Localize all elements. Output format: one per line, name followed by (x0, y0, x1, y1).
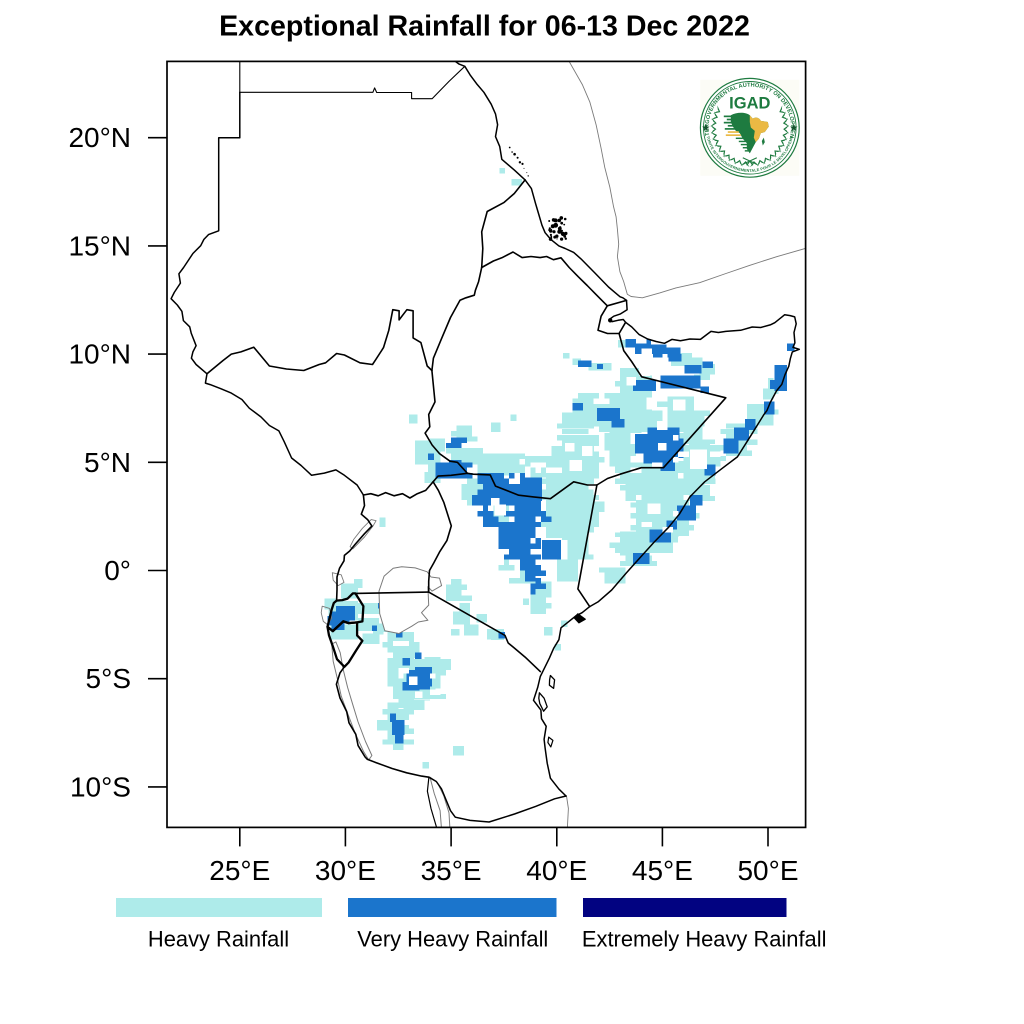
svg-text:5°S: 5°S (86, 663, 131, 694)
svg-text:20°N: 20°N (68, 122, 131, 153)
svg-text:45°E: 45°E (632, 855, 693, 886)
svg-text:10°S: 10°S (70, 771, 131, 802)
svg-text:Very Heavy Rainfall: Very Heavy Rainfall (357, 927, 548, 952)
svg-text:15°N: 15°N (68, 230, 131, 261)
svg-text:40°E: 40°E (526, 855, 587, 886)
svg-text:5°N: 5°N (84, 447, 131, 478)
svg-text:35°E: 35°E (421, 855, 482, 886)
svg-text:IGAD: IGAD (729, 94, 770, 112)
svg-text:30°E: 30°E (315, 855, 376, 886)
svg-text:25°E: 25°E (209, 855, 270, 886)
svg-text:0°: 0° (104, 555, 131, 586)
svg-text:Heavy Rainfall: Heavy Rainfall (148, 927, 289, 952)
svg-text:Extremely Heavy Rainfall: Extremely Heavy Rainfall (582, 927, 827, 952)
svg-text:50°E: 50°E (737, 855, 798, 886)
svg-text:10°N: 10°N (68, 339, 131, 370)
svg-text:Exceptional Rainfall for 06-13: Exceptional Rainfall for 06-13 Dec 2022 (219, 11, 750, 43)
